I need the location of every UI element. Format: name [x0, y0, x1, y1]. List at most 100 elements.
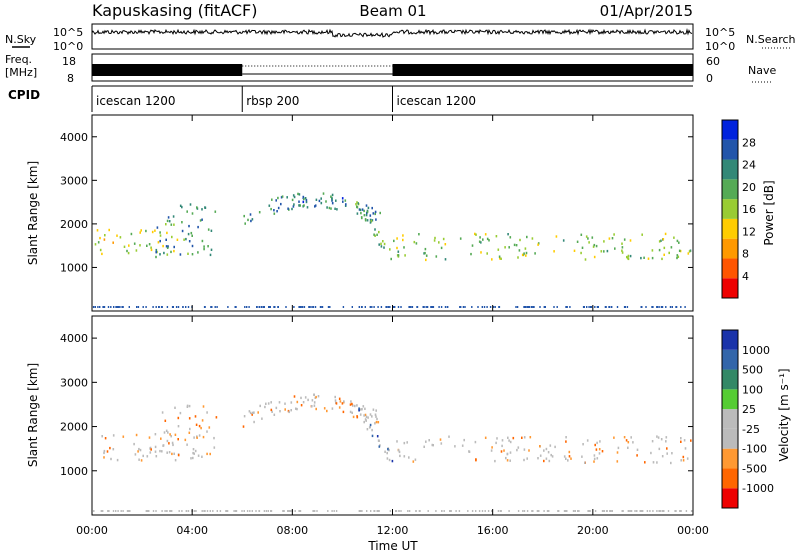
data-point	[462, 306, 465, 308]
colorbar-tick: 8	[742, 248, 749, 261]
data-point	[280, 202, 282, 206]
data-point	[382, 240, 384, 243]
data-point	[100, 510, 102, 512]
freq-right-tick-top: 60	[706, 55, 720, 68]
data-point	[329, 306, 331, 308]
data-point	[126, 510, 129, 512]
data-point	[652, 510, 654, 512]
data-point	[543, 449, 545, 452]
freq-block	[92, 64, 243, 76]
data-point	[270, 401, 272, 404]
data-point	[657, 436, 660, 439]
data-point	[555, 235, 558, 238]
data-point	[161, 510, 163, 512]
data-point	[246, 510, 249, 512]
data-point	[481, 306, 483, 308]
data-point	[331, 199, 333, 202]
data-point	[537, 457, 539, 460]
data-point	[364, 306, 366, 308]
data-point	[293, 306, 295, 308]
data-point	[191, 212, 194, 215]
power-panel-frame	[91, 114, 694, 312]
data-point	[595, 448, 598, 451]
data-point	[344, 204, 347, 207]
noise-right-label: N.Search	[746, 33, 796, 46]
data-point	[636, 448, 639, 451]
data-point	[687, 252, 690, 255]
data-point	[690, 439, 692, 442]
data-point	[155, 251, 157, 254]
data-point	[523, 306, 525, 308]
data-point	[142, 306, 144, 308]
data-point	[94, 243, 97, 246]
data-point	[321, 306, 324, 308]
data-point	[263, 306, 265, 308]
data-point	[397, 449, 400, 452]
data-point	[684, 306, 686, 308]
data-point	[427, 510, 429, 512]
data-point	[165, 429, 168, 432]
data-point	[524, 247, 527, 250]
data-point	[553, 250, 555, 253]
data-point	[377, 510, 379, 512]
data-point	[327, 306, 330, 308]
data-point	[243, 214, 245, 218]
noise-right-tick-bottom: 10^0	[705, 40, 735, 53]
data-point	[580, 233, 583, 236]
data-point	[376, 233, 378, 236]
data-point	[258, 306, 260, 308]
data-point	[203, 510, 205, 512]
data-point	[375, 218, 377, 221]
data-point	[486, 306, 488, 308]
power-colorbar-label: Power [dB]	[762, 180, 776, 245]
time-axis: 00:00 04:00 08:00 12:00 16:00 20:00 00:00	[76, 115, 709, 537]
ytick-label: 3000	[60, 376, 88, 389]
data-point	[376, 417, 378, 421]
data-point	[248, 410, 251, 413]
data-point	[368, 426, 371, 429]
data-point	[598, 452, 601, 455]
data-point	[665, 306, 667, 308]
data-point	[283, 510, 285, 512]
data-point	[302, 200, 305, 204]
data-point	[148, 243, 151, 246]
data-point	[298, 200, 300, 203]
cpid-label: CPID	[8, 88, 40, 102]
data-point	[365, 419, 367, 422]
data-point	[312, 306, 315, 308]
data-point	[428, 439, 430, 442]
colorbar-tick: 16	[742, 203, 756, 216]
data-point	[394, 306, 396, 308]
data-point	[298, 193, 301, 196]
data-point	[678, 241, 680, 244]
data-point	[374, 212, 376, 216]
data-point	[263, 510, 266, 512]
data-point	[517, 510, 520, 512]
data-point	[385, 306, 387, 308]
data-point	[357, 202, 359, 205]
data-point	[670, 246, 673, 249]
data-point	[163, 431, 166, 434]
data-point	[196, 435, 198, 438]
data-point	[608, 237, 611, 240]
colorbar-tick: 100	[742, 383, 763, 396]
data-point	[443, 510, 445, 512]
data-point	[304, 396, 307, 399]
data-point	[177, 416, 180, 420]
data-point	[477, 306, 479, 308]
data-point	[373, 233, 375, 236]
data-point	[498, 255, 501, 258]
data-point	[491, 258, 493, 261]
data-point	[537, 243, 539, 246]
data-point	[583, 306, 585, 308]
data-point	[206, 430, 208, 433]
data-point	[679, 510, 681, 512]
data-point	[471, 510, 474, 512]
data-point	[299, 204, 301, 207]
data-point	[267, 402, 270, 405]
data-point	[305, 198, 308, 202]
data-point	[434, 236, 436, 240]
data-point	[397, 254, 400, 257]
data-point	[157, 241, 160, 244]
data-point	[508, 246, 510, 249]
